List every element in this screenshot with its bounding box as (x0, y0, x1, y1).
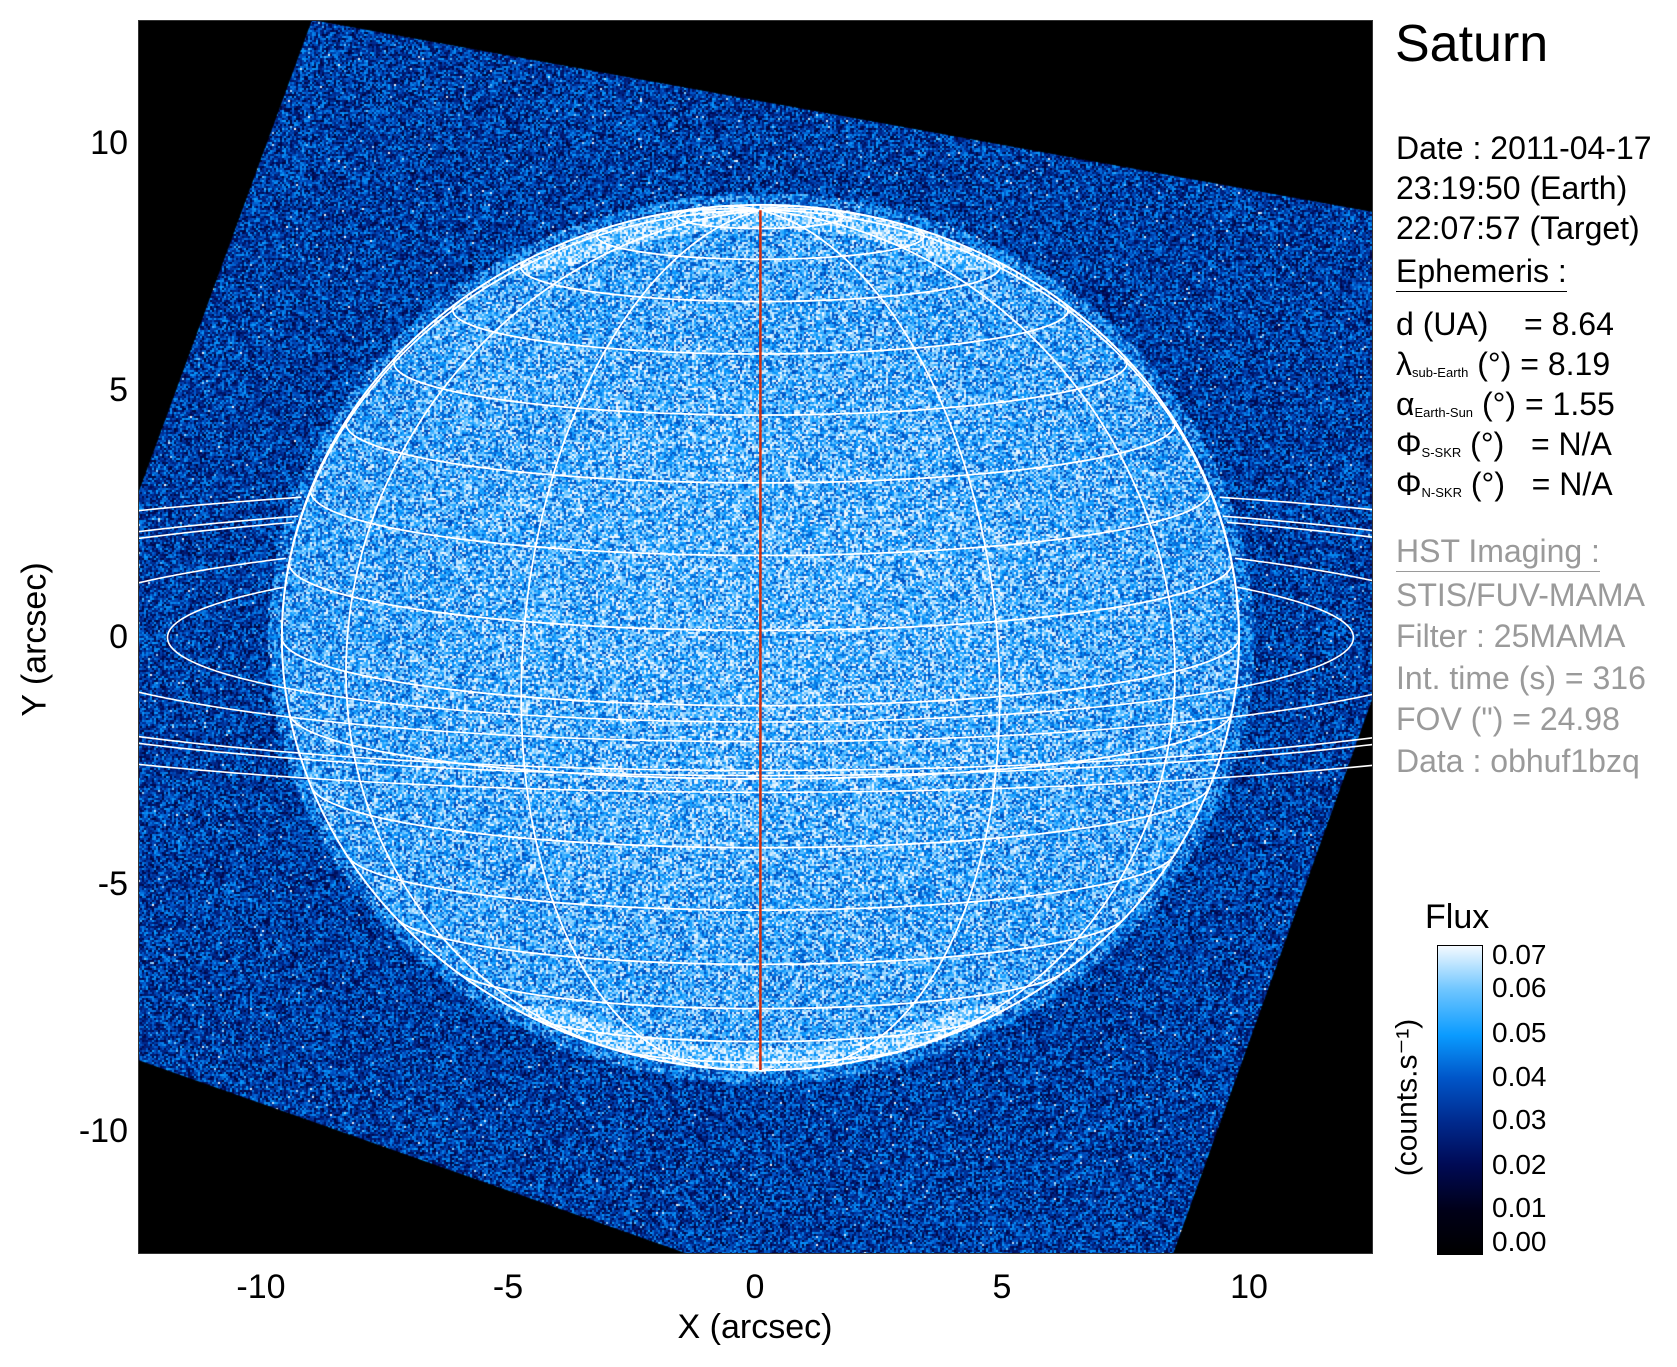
x-tick-label: 10 (1199, 1268, 1299, 1307)
imaging-fov: FOV (") = 24.98 (1396, 699, 1620, 739)
ephemeris-heading: Ephemeris : (1396, 253, 1567, 292)
colorbar-title: Flux (1425, 898, 1489, 937)
x-tick-label: -5 (458, 1268, 558, 1307)
plot-title: Saturn (1395, 14, 1548, 74)
x-tick-label: 0 (705, 1268, 805, 1307)
ring-ellipse (138, 497, 1373, 792)
date-label: Date : 2011-04-17 (1396, 128, 1652, 168)
longitude-line (521, 210, 760, 1068)
colorbar-tick-label: 0.01 (1492, 1194, 1547, 1222)
earth-time-label: 23:19:50 (Earth) (1396, 168, 1627, 208)
colorbar-tick-label: 0.04 (1492, 1063, 1547, 1091)
plot-area (138, 20, 1373, 1254)
x-tick-label: -10 (211, 1268, 311, 1307)
target-time-label: 22:07:57 (Target) (1396, 208, 1640, 248)
longitude-line (346, 210, 760, 1054)
ring-ellipse (138, 558, 1373, 741)
y-tick-label: -5 (28, 865, 128, 904)
colorbar-tick-label: 0.05 (1492, 1019, 1547, 1047)
x-axis-label: X (arcsec) (655, 1308, 855, 1347)
y-tick-label: -10 (28, 1112, 128, 1151)
imaging-filter: Filter : 25MAMA (1396, 616, 1625, 656)
x-tick-label: 5 (952, 1268, 1052, 1307)
colorbar-tick-label: 0.00 (1492, 1228, 1547, 1256)
y-axis-label: Y (arcsec) (16, 540, 55, 740)
imaging-data-id: Data : obhuf1bzq (1396, 741, 1640, 781)
planet-grid-overlay (138, 20, 1373, 1254)
longitude-line (760, 210, 1175, 1054)
colorbar (1437, 945, 1483, 1255)
imaging-heading: HST Imaging : (1396, 533, 1600, 572)
longitude-line (760, 210, 1239, 637)
imaging-instrument: STIS/FUV-MAMA (1396, 575, 1645, 615)
colorbar-tick-label: 0.02 (1492, 1151, 1547, 1179)
colorbar-tick-label: 0.06 (1492, 974, 1547, 1002)
colorbar-label: (counts.s⁻¹) (1390, 998, 1425, 1198)
longitude-line (760, 210, 999, 1068)
y-tick-label: 5 (28, 371, 128, 410)
y-tick-label: 10 (28, 124, 128, 163)
longitude-line (282, 210, 761, 637)
imaging-int-time: Int. time (s) = 316 (1396, 658, 1646, 698)
ephemeris-row-n-skr: ΦN-SKR (°) = N/A (1396, 464, 1613, 513)
ephemeris-row-distance: d (UA) = 8.64 (1396, 304, 1614, 344)
colorbar-tick-label: 0.07 (1492, 941, 1547, 969)
ring-ellipse (138, 522, 1373, 770)
colorbar-tick-label: 0.03 (1492, 1106, 1547, 1134)
